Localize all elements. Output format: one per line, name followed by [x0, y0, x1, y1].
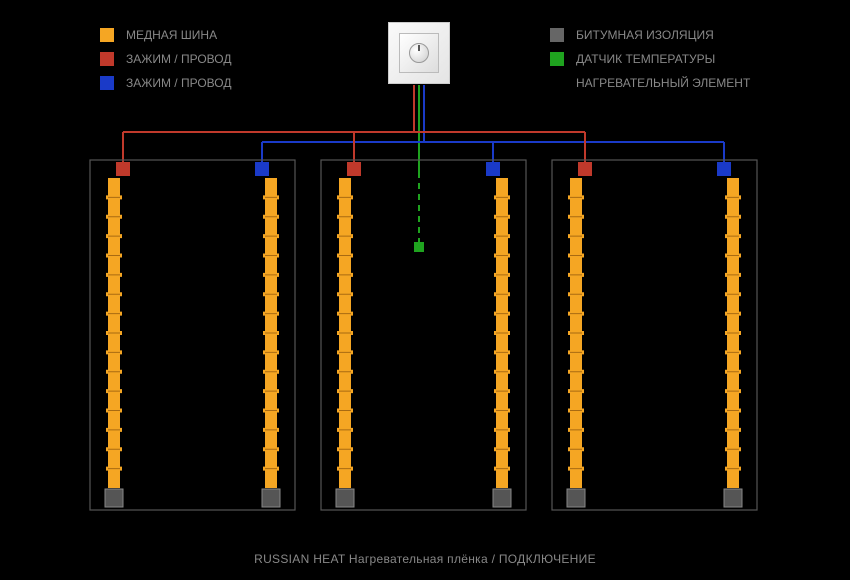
caption-text: RUSSIAN HEAT Нагревательная плёнка / ПОД…: [254, 552, 596, 566]
wiring-diagram: [0, 0, 850, 580]
caption: RUSSIAN HEAT Нагревательная плёнка / ПОД…: [0, 552, 850, 566]
